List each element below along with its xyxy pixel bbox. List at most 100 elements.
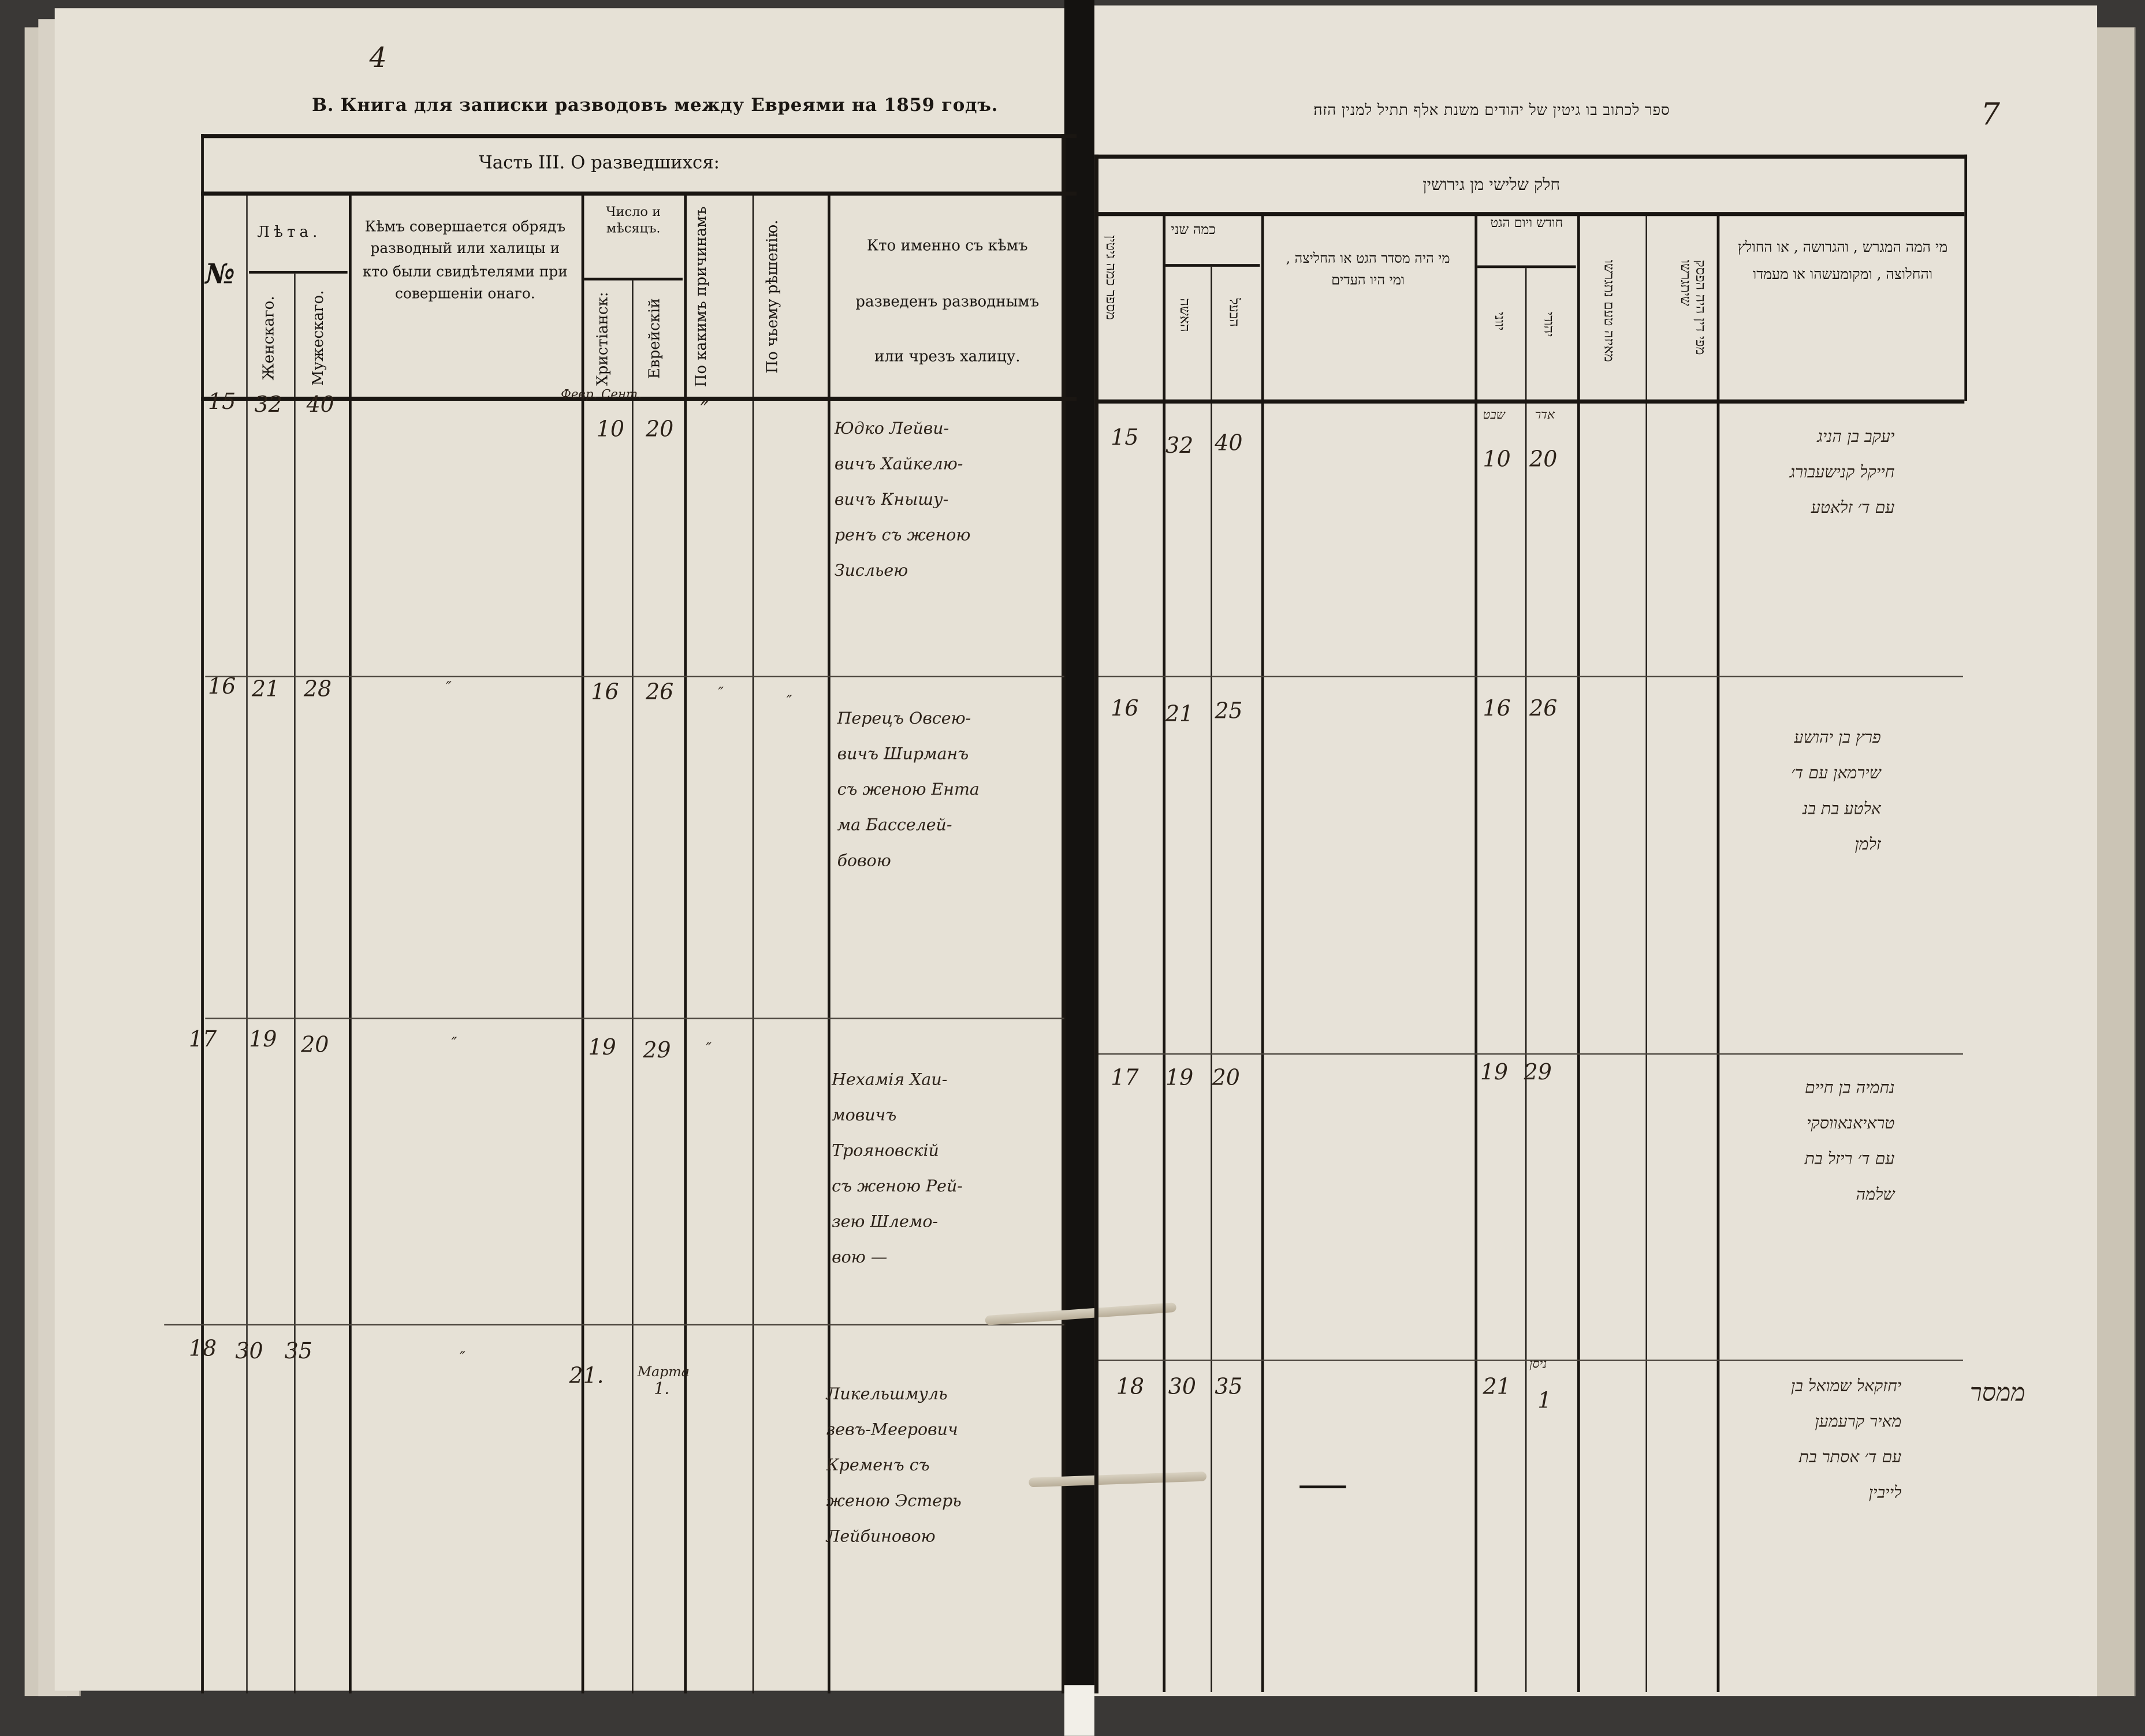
name-line: אלטע בת בנ <box>1803 799 1881 818</box>
right-part-title: חלק שלישי מן גירושין <box>1422 175 1561 195</box>
name-line: Юдко Лейви- <box>834 418 949 438</box>
left-page-title: В. Книга для записки разводовъ между Евр… <box>312 95 999 117</box>
ledger-cell-text: 32 <box>1165 432 1194 459</box>
column-rule <box>1163 214 1165 1692</box>
names-entry: Ликельшмуль зевъ-Меерович Кременъ съ женою … <box>826 1376 962 1554</box>
ledger-cell-text: 21 <box>251 676 280 702</box>
name-line: мовичъ <box>832 1105 897 1124</box>
column-rule <box>348 194 351 1694</box>
book-spine <box>1064 0 1094 1736</box>
name-line: Трояновскій <box>832 1141 939 1160</box>
r-col-husband: הבעל <box>1226 298 1241 327</box>
right-page <box>1092 5 2098 1697</box>
ledger-cell-text: 17 <box>1111 1064 1139 1090</box>
ledger-cell-text: ניסן <box>1529 1358 1547 1372</box>
column-rule <box>684 194 686 1694</box>
ledger-cell-text: Марта <box>637 1365 690 1380</box>
column-rule <box>201 134 204 1694</box>
column-rule <box>1474 214 1477 1692</box>
ledger-cell-text: 29 <box>1524 1059 1552 1085</box>
name-line: съ женою Ента <box>837 780 980 799</box>
ledger-cell-text: 40 <box>306 391 334 418</box>
ledger-cell-text: 21 <box>1165 700 1194 727</box>
col-date: Число и мѣсяцъ. <box>606 205 661 237</box>
ledger-cell-text: 20 <box>1212 1064 1240 1090</box>
column-rule <box>1716 214 1719 1692</box>
column-rule <box>632 280 634 1694</box>
ledger-cell-text: 18 <box>1116 1373 1145 1400</box>
col-reasons: По какимъ причинамъ <box>692 206 710 388</box>
ledger-cell-text: 20 <box>645 416 674 442</box>
name-line: יעקב בן הניג <box>1817 427 1895 446</box>
name-line: вичъ Ширманъ <box>837 744 969 763</box>
names-entry: יחזקאל שמואל בן מאיר קרעמען עם ד׳ אסתר בת ל… <box>1717 1368 1902 1510</box>
right-page-mark: 7 <box>1980 98 2000 133</box>
r-col-court: מפי דין היה הפסק שיתגרשו <box>1677 260 1708 355</box>
names-entry: נחמיה בן חיים טראיאנאווסקי עם ד׳ ריזל בת של… <box>1717 1070 1895 1212</box>
name-line: Ликельшмуль <box>826 1384 948 1404</box>
row-rule <box>584 277 683 280</box>
ledger-cell-text: ″ <box>700 396 709 423</box>
col-female: Женскаго. <box>260 296 278 381</box>
name-line: עם ד׳ זלאטע <box>1811 498 1895 517</box>
name-line: Кременъ съ <box>826 1455 930 1475</box>
row-rule <box>205 676 1064 677</box>
row-rule <box>1094 399 1965 403</box>
r-col-years: כמה שני <box>1171 223 1216 239</box>
ledger-cell-text: 19 <box>249 1026 277 1052</box>
r-col-wife: האשה <box>1176 298 1192 332</box>
column-rule <box>1645 214 1647 1692</box>
column-rule <box>1577 214 1580 1692</box>
col-christian: Христіанск: <box>593 291 612 386</box>
name-line: вичъ Кнышу- <box>834 489 949 509</box>
ledger-cell-text: ″ <box>459 1348 466 1367</box>
name-line: מאיר קרעמען <box>1815 1411 1902 1431</box>
ledger-cell-text: 20 <box>1529 446 1558 472</box>
ledger-cell-text: 40 <box>1215 429 1243 456</box>
ledger-cell-text: 28 <box>303 676 332 702</box>
row-rule <box>1098 1359 1963 1361</box>
left-page-mark: 4 <box>369 41 387 74</box>
column-rule <box>246 194 248 1694</box>
col-number: № <box>205 257 235 290</box>
ledger-cell-text: 10 <box>596 416 624 442</box>
row-rule <box>1098 1053 1963 1055</box>
row-rule <box>164 1324 1064 1326</box>
name-line: עם ד׳ ריזל בת <box>1804 1149 1895 1168</box>
column-rule <box>1525 268 1527 1692</box>
r-col-who: מי המה המגרש , והגרושה , או החולץ והחלוצ… <box>1737 239 1948 284</box>
column-rule <box>1211 266 1212 1692</box>
header-divider <box>201 191 1077 195</box>
name-line: вичъ Хайкелю- <box>834 454 963 474</box>
margin-note: ממסר <box>1969 1379 2025 1408</box>
ledger-cell-text: שבט <box>1483 409 1505 423</box>
name-line: женою Эстерь <box>826 1491 962 1510</box>
ledger-cell-text: 19 <box>1165 1064 1194 1090</box>
column-rule <box>1261 214 1264 1692</box>
column-rule <box>752 194 754 1694</box>
row-rule <box>205 1018 1064 1019</box>
r-col-gentile: יווני <box>1491 312 1506 331</box>
names-entry: יעקב בן הניג חייקל קנישעבורג עם ד׳ זלאטע <box>1730 419 1895 526</box>
name-line: זלמן <box>1854 834 1881 854</box>
ledger-cell-text: 17 <box>188 1026 217 1052</box>
ledger-cell-text: 35 <box>1215 1373 1243 1400</box>
name-line: יחזקאל שמואל בן <box>1790 1376 1902 1395</box>
row-rule <box>1477 265 1576 268</box>
ledger-cell-text: 21. <box>569 1362 604 1389</box>
row-rule <box>1299 1485 1346 1489</box>
ledger-cell-text: 25 <box>1215 697 1243 724</box>
column-rule <box>828 194 830 1694</box>
ledger-cell-text: 16 <box>1483 695 1511 721</box>
spine-gap <box>1064 1685 1094 1736</box>
name-line: зевъ-Меерович <box>826 1420 958 1439</box>
name-line: Лейбиновою <box>826 1526 936 1546</box>
ledger-cell-text: 16 <box>591 678 619 705</box>
name-line: שירמאן עם ד׳ <box>1790 763 1881 783</box>
column-rule <box>294 273 296 1694</box>
col-male: Мужескаго. <box>309 290 327 386</box>
r-col-date: חודש ויום הגט <box>1490 216 1563 232</box>
ledger-cell-text: 26 <box>645 678 674 705</box>
ledger-cell-text: 26 <box>1529 695 1558 721</box>
